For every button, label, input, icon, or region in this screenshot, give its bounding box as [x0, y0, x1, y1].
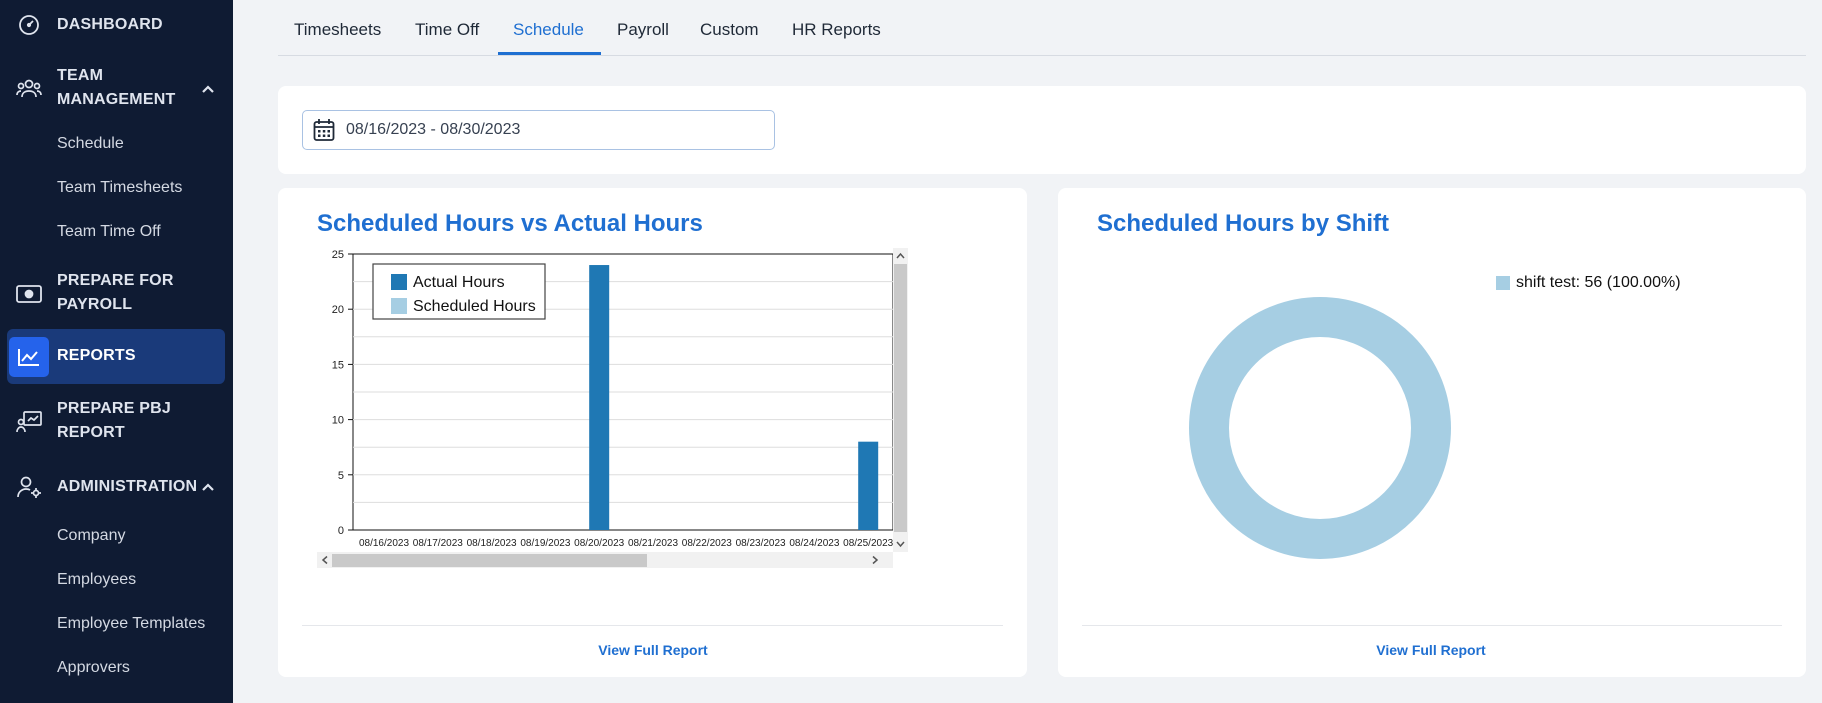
gauge-icon	[16, 12, 42, 38]
nav-team-management-label-2: MANAGEMENT	[57, 91, 176, 108]
legend-swatch	[1496, 276, 1510, 290]
nav-prepare-pbj-label-1: PREPARE PBJ	[57, 400, 171, 417]
nav-schedule[interactable]: Schedule	[57, 135, 124, 152]
chevron-up-icon[interactable]	[201, 82, 215, 96]
vertical-scrollbar-thumb	[894, 264, 907, 532]
nav-dashboard-label: DASHBOARD	[57, 16, 163, 33]
x-tick-label: 08/23/2023	[736, 538, 786, 549]
bars-group	[589, 265, 879, 530]
donut-chart	[1189, 297, 1451, 559]
bar-actual-hours	[858, 441, 879, 530]
tab-time-off[interactable]: Time Off	[415, 20, 480, 39]
scheduled-vs-actual-card: Scheduled Hours vs Actual Hours 0 5 10 15 20…	[278, 188, 1027, 677]
x-tick-label: 08/17/2023	[413, 538, 463, 549]
card-divider	[1082, 625, 1782, 626]
horizontal-scrollbar-thumb	[332, 554, 647, 567]
date-range-input[interactable]: 08/16/2023 - 08/30/2023	[302, 110, 775, 150]
nav-dashboard[interactable]: DASHBOARD	[0, 10, 233, 40]
y-tick-label: 5	[338, 470, 344, 482]
money-icon	[16, 281, 42, 307]
x-tick-label: 08/20/2023	[574, 538, 624, 549]
x-tick-label: 08/16/2023	[359, 538, 409, 549]
card-title: Scheduled Hours vs Actual Hours	[317, 210, 703, 237]
scroll-left-icon	[321, 555, 328, 565]
nav-team-management-label-1: TEAM	[57, 67, 104, 84]
active-tab-indicator	[498, 52, 601, 55]
chevron-up-icon[interactable]	[201, 480, 215, 494]
x-tick-label: 08/18/2023	[467, 538, 517, 549]
donut-slice	[1189, 297, 1451, 559]
scroll-up-icon	[896, 252, 905, 259]
pie-legend-label: shift test: 56 (100.00%)	[1516, 274, 1681, 291]
sidebar: DASHBOARD TEAM MANAGEMENT Schedule Team …	[0, 0, 233, 703]
nav-employees[interactable]: Employees	[57, 571, 137, 588]
nav-reports-label: REPORTS	[57, 347, 136, 364]
nav-team-timesheets[interactable]: Team Timesheets	[57, 179, 183, 196]
nav-administration[interactable]: ADMINISTRATION	[0, 472, 233, 502]
x-tick-label: 08/24/2023	[789, 538, 839, 549]
nav-administration-label: ADMINISTRATION	[57, 478, 198, 495]
nav-prepare-payroll-label-2: PAYROLL	[57, 296, 133, 313]
card-title: Scheduled Hours by Shift	[1097, 210, 1390, 237]
y-tick-label: 25	[332, 249, 344, 261]
bar-chart: 0 5 10 15 20 25 08/16/2023 08/17/2023 08/18/2023…	[317, 248, 989, 618]
legend-swatch	[391, 298, 407, 314]
calendar-icon[interactable]	[313, 118, 335, 147]
x-tick-label: 08/25/2023	[843, 538, 893, 549]
view-full-report-link[interactable]: View Full Report	[1376, 642, 1486, 658]
tab-hr-reports[interactable]: HR Reports	[792, 20, 881, 39]
nav-team-time-off[interactable]: Team Time Off	[57, 223, 161, 240]
date-filter-card: 08/16/2023 - 08/30/2023	[278, 86, 1806, 174]
bar-actual-hours	[589, 265, 610, 530]
y-tick-label: 15	[332, 359, 344, 371]
scroll-right-icon	[872, 555, 879, 565]
users-icon	[16, 76, 42, 102]
nav-team-management[interactable]: TEAM MANAGEMENT	[0, 64, 233, 114]
bar-chart-svg: 0 5 10 15 20 25 08/16/2023 08/17/2023 08/18/2023…	[317, 248, 908, 568]
nav-company[interactable]: Company	[57, 527, 126, 544]
pie-legend: shift test: 56 (100.00%)	[1496, 274, 1681, 292]
date-range-value: 08/16/2023 - 08/30/2023	[346, 121, 521, 138]
nav-employee-templates[interactable]: Employee Templates	[57, 615, 206, 632]
x-tick-label: 08/21/2023	[628, 538, 678, 549]
nav-prepare-payroll[interactable]: PREPARE FOR PAYROLL	[0, 269, 233, 319]
tab-timesheets[interactable]: Timesheets	[294, 20, 382, 39]
x-tick-label: 08/19/2023	[520, 538, 570, 549]
nav-prepare-pbj[interactable]: PREPARE PBJ REPORT	[0, 397, 233, 447]
nav-prepare-pbj-label-2: REPORT	[57, 424, 125, 441]
chart-legend: Actual Hours Scheduled Hours	[372, 263, 546, 320]
card-divider	[302, 625, 1003, 626]
presentation-icon	[16, 409, 42, 435]
tab-payroll[interactable]: Payroll	[617, 20, 669, 39]
nav-approvers[interactable]: Approvers	[57, 659, 130, 676]
scroll-down-icon	[896, 541, 905, 548]
tab-custom[interactable]: Custom	[700, 20, 759, 39]
user-gear-icon	[16, 474, 42, 500]
hours-by-shift-card: Scheduled Hours by Shift shift test: 56 …	[1058, 188, 1806, 677]
y-tick-label: 0	[338, 525, 344, 537]
legend-label: Actual Hours	[413, 274, 505, 291]
tab-schedule[interactable]: Schedule	[513, 20, 584, 39]
view-full-report-link[interactable]: View Full Report	[598, 642, 708, 658]
x-tick-label: 08/22/2023	[682, 538, 732, 549]
legend-swatch	[391, 274, 407, 290]
report-tabs: Timesheets Time Off Schedule Payroll Cus…	[278, 0, 1806, 56]
y-tick-label: 20	[332, 304, 344, 316]
nav-prepare-payroll-label-1: PREPARE FOR	[57, 272, 174, 289]
legend-label: Scheduled Hours	[413, 298, 536, 315]
y-tick-label: 10	[332, 415, 344, 427]
chart-line-icon	[9, 337, 49, 377]
